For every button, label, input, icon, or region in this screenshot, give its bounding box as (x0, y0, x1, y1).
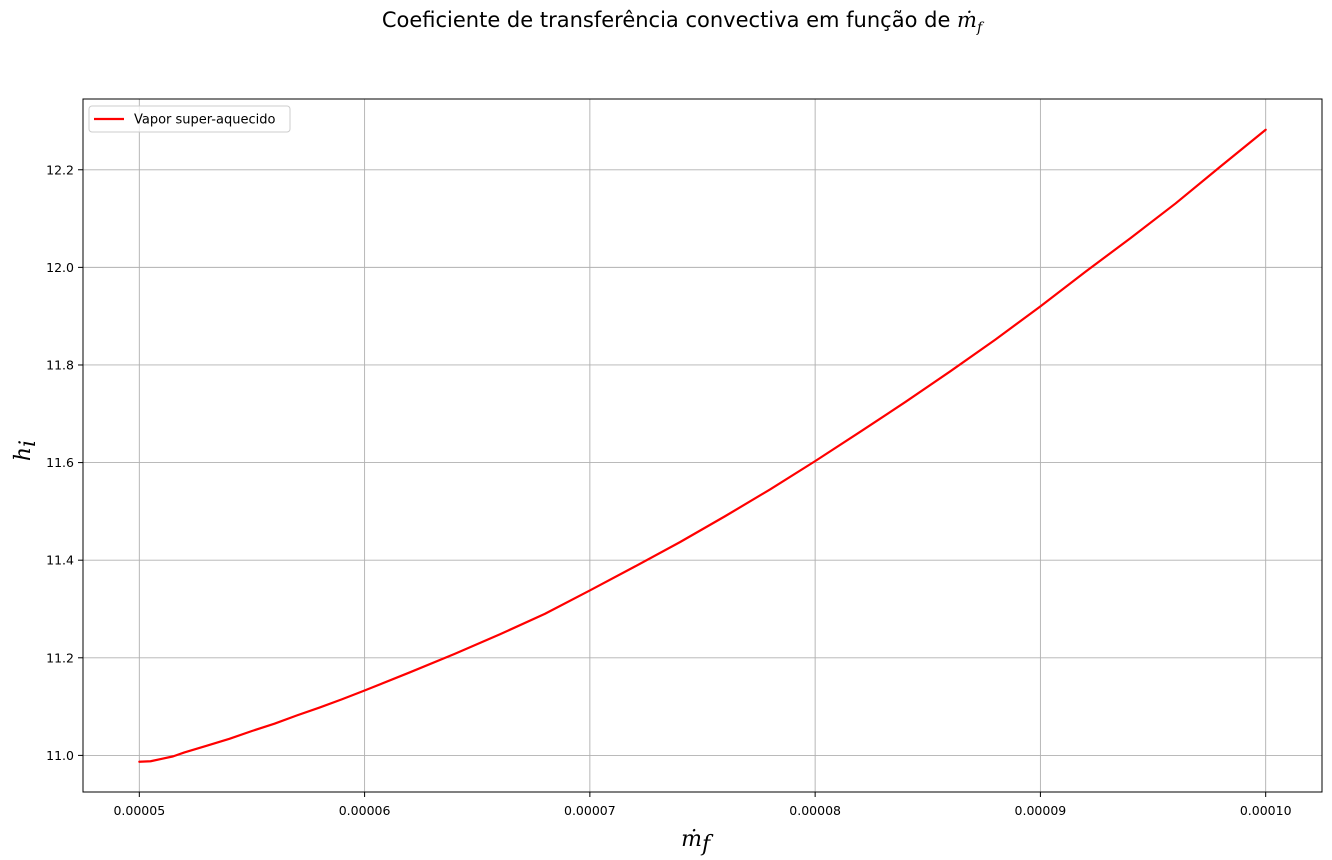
chart-title-math: ṁ (957, 8, 977, 32)
x-tick-label: 0.00006 (339, 803, 391, 818)
y-tick-label: 11.6 (46, 455, 74, 470)
y-axis-label-sub: i (16, 440, 41, 447)
y-tick-label: 11.2 (46, 650, 74, 665)
chart-title-math-sub: f (976, 20, 983, 37)
x-tick-label: 0.00009 (1015, 803, 1067, 818)
legend: Vapor super-aquecido (88, 105, 291, 133)
grid-lines (83, 99, 1322, 792)
x-axis-label: ṁ (681, 827, 702, 852)
y-tick-label: 11.8 (46, 357, 74, 372)
plot-frame (82, 98, 1323, 793)
chart-title: Coeficiente de transferência convectiva … (0, 8, 1332, 36)
x-tick-label: 0.00007 (564, 803, 616, 818)
x-tick-label: 0.00010 (1240, 803, 1292, 818)
y-axis-label-group: h i (11, 440, 41, 461)
x-tick-label: 0.00008 (789, 803, 841, 818)
legend-box (88, 105, 291, 133)
series-line (138, 128, 1267, 763)
chart-title-text: Coeficiente de transferência convectiva … (381, 8, 958, 32)
y-tick-label: 12.0 (46, 260, 74, 275)
x-axis-ticks: 0.00005 0.00006 0.00007 0.00008 0.00009 0.000… (113, 792, 1292, 818)
x-tick-label: 0.00005 (113, 803, 165, 818)
y-tick-label: 11.0 (46, 748, 74, 763)
plot-lines (138, 128, 1267, 763)
x-axis-label-sub: f (700, 832, 714, 857)
y-axis-label: h (11, 447, 36, 461)
legend-label: Vapor super-aquecido (134, 113, 275, 128)
y-tick-label: 12.2 (46, 162, 74, 177)
y-axis-ticks: 11.0 11.2 11.4 11.6 11.8 12.0 12.2 (46, 162, 83, 763)
y-tick-label: 11.4 (46, 553, 74, 568)
